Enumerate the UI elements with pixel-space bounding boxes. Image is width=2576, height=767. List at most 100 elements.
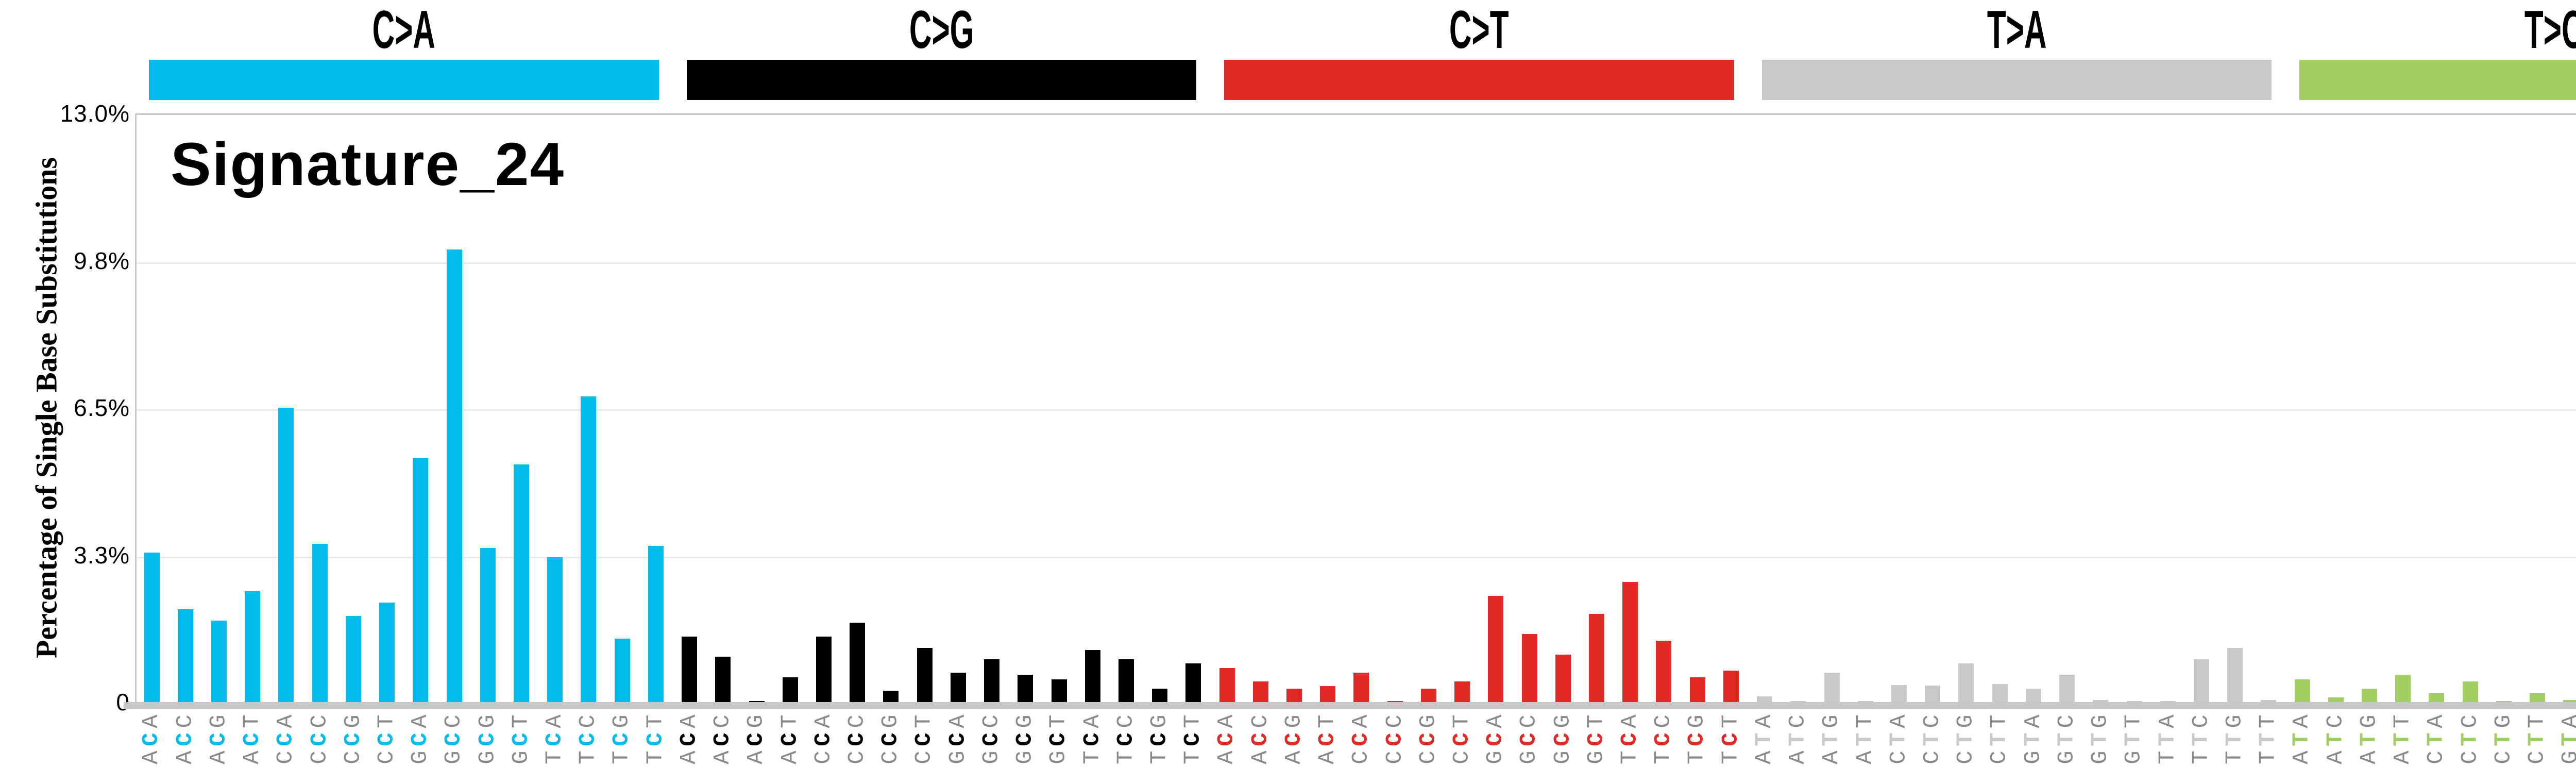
x-label-mutated-base: T [2054,732,2080,746]
x-label-context-base: A [2558,714,2576,728]
x-label-context-base: G [978,751,1005,764]
x-label-mutated-base: C [139,732,165,746]
x-label-context-base: G [474,751,501,764]
x-label-context-base: T [1113,751,1139,764]
x-label-mutated-base: T [2457,732,2483,746]
x-label-context-base: A [2289,751,2315,764]
x-label-mutated-base: C [1146,732,1173,746]
x-label-context-base: A [1819,751,1845,764]
x-label-context-base: G [1583,751,1609,764]
group-header-bar-C>G [686,60,1196,100]
x-label-mutated-base: T [2121,732,2147,746]
x-label-context-base: T [1449,714,1475,728]
x-label-mutated-base: C [508,732,534,746]
x-label-context-base: T [642,714,669,728]
x-label-mutated-base: T [2558,732,2576,746]
x-label-context-base: A [1617,714,1643,728]
bar-C>G-TCG [1152,689,1168,702]
x-label-mutated-base: C [1180,732,1206,746]
bar-T>C-CTT [2530,693,2546,702]
x-label-context-base: C [441,714,467,728]
bar-T>C-ATC [2328,697,2344,702]
bar-C>A-TCG [614,639,630,702]
x-label-context-base: A [1482,714,1509,728]
x-label-mutated-base: C [743,732,770,746]
x-label-context-base: A [709,751,736,764]
x-label-context-base: G [2558,751,2576,764]
x-label-context-base: T [1650,751,1676,764]
x-label-mutated-base: C [1718,732,1744,746]
x-label-mutated-base: C [541,732,568,746]
bar-C>A-GCA [413,458,429,702]
bar-C>G-TCA [1084,650,1100,702]
x-label-context-base: G [1046,751,1072,764]
bar-T>A-ATC [1790,701,1806,702]
bar-C>G-GCT [1051,679,1067,702]
x-label-context-base: T [1314,714,1341,728]
x-label-context-base: G [2054,751,2080,764]
x-label-mutated-base: C [1516,732,1543,746]
group-header-label: T>C [2524,0,2576,60]
x-label-context-base: G [1684,714,1710,728]
x-label-mutated-base: C [777,732,803,746]
x-label-context-base: G [1012,714,1038,728]
x-label-mutated-base: T [2356,732,2382,746]
bar-T>C-ATA [2294,679,2310,702]
x-label-context-base: C [1987,751,2013,764]
bar-T>A-GTT [2126,701,2142,702]
bar-C>G-GCA [950,673,966,702]
x-label-context-base: T [609,751,635,764]
bar-C>G-CCC [850,623,866,702]
x-label-context-base: G [945,751,971,764]
x-label-context-base: T [239,714,265,728]
x-label-context-base: A [2155,714,2181,728]
x-label-context-base: C [978,714,1005,728]
x-label-context-base: T [374,714,400,728]
x-label-context-base: G [508,751,534,764]
x-label-context-base: C [1919,714,1945,728]
bar-T>A-TTC [2193,659,2209,702]
x-label-context-base: C [2423,751,2449,764]
x-label-mutated-base: C [810,732,837,746]
x-label-context-base: G [2121,751,2147,764]
x-label-context-base: G [2490,714,2517,728]
y-tick-label: 13.0% [60,100,130,127]
x-label-context-base: A [945,714,971,728]
x-label-context-base: T [2222,751,2248,764]
x-label-context-base: C [2054,714,2080,728]
y-tick-label: 9.8% [74,247,130,274]
bar-C>T-GCG [1555,655,1571,702]
x-label-context-base: C [307,714,333,728]
x-label-mutated-base: C [1079,732,1106,746]
bar-C>G-ACC [715,657,731,702]
x-label-mutated-base: C [709,732,736,746]
bar-C>A-TCA [547,557,563,702]
x-label-context-base: C [273,751,299,764]
x-label-context-base: C [1516,714,1543,728]
bar-T>A-CTC [1925,686,1941,702]
x-label-context-base: T [2188,751,2214,764]
x-label-context-base: C [2457,714,2483,728]
